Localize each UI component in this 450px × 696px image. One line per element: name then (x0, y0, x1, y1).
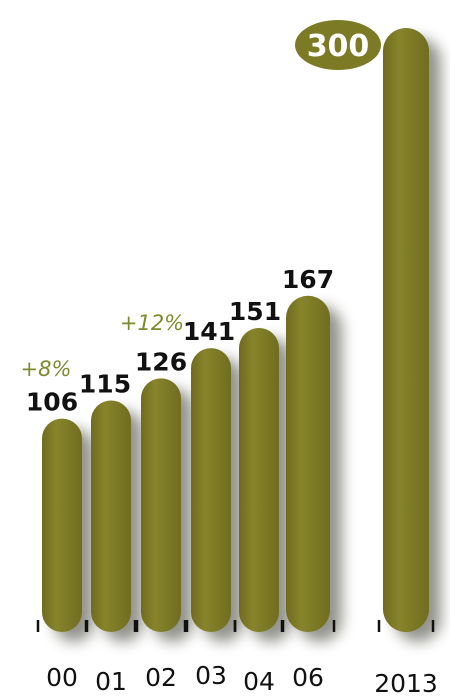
category-label-06: 06 (292, 663, 324, 692)
data-label-03: 141 (183, 317, 235, 346)
bar-00 (42, 418, 82, 632)
category-labels: 00 01 02 03 04 06 2013 (46, 661, 438, 696)
category-label-04: 04 (243, 667, 275, 696)
growth-annotations: +8% +12% (21, 311, 185, 381)
bar-2013 (383, 28, 429, 632)
data-label-00: 106 (26, 388, 78, 417)
bars (42, 28, 429, 632)
growth-annotation-00: +8% (21, 357, 72, 381)
category-label-03: 03 (195, 661, 227, 690)
bar-02 (141, 378, 181, 632)
data-label-04: 151 (229, 297, 281, 326)
bar-01 (91, 400, 131, 632)
bar-06 (286, 295, 330, 632)
value-badge (295, 20, 381, 70)
bar-03 (191, 348, 231, 632)
data-label-02: 126 (135, 347, 187, 376)
data-label-2013: 300 (307, 29, 370, 64)
category-label-00: 00 (46, 663, 78, 692)
category-label-02: 02 (145, 663, 177, 692)
growth-annotation-02: +12% (120, 311, 184, 335)
data-label-06: 167 (282, 265, 334, 294)
axis-ticks (36, 620, 435, 632)
category-label-2013: 2013 (374, 669, 438, 696)
category-label-01: 01 (95, 667, 127, 696)
data-label-01: 115 (79, 369, 131, 398)
bar-04 (239, 327, 279, 632)
